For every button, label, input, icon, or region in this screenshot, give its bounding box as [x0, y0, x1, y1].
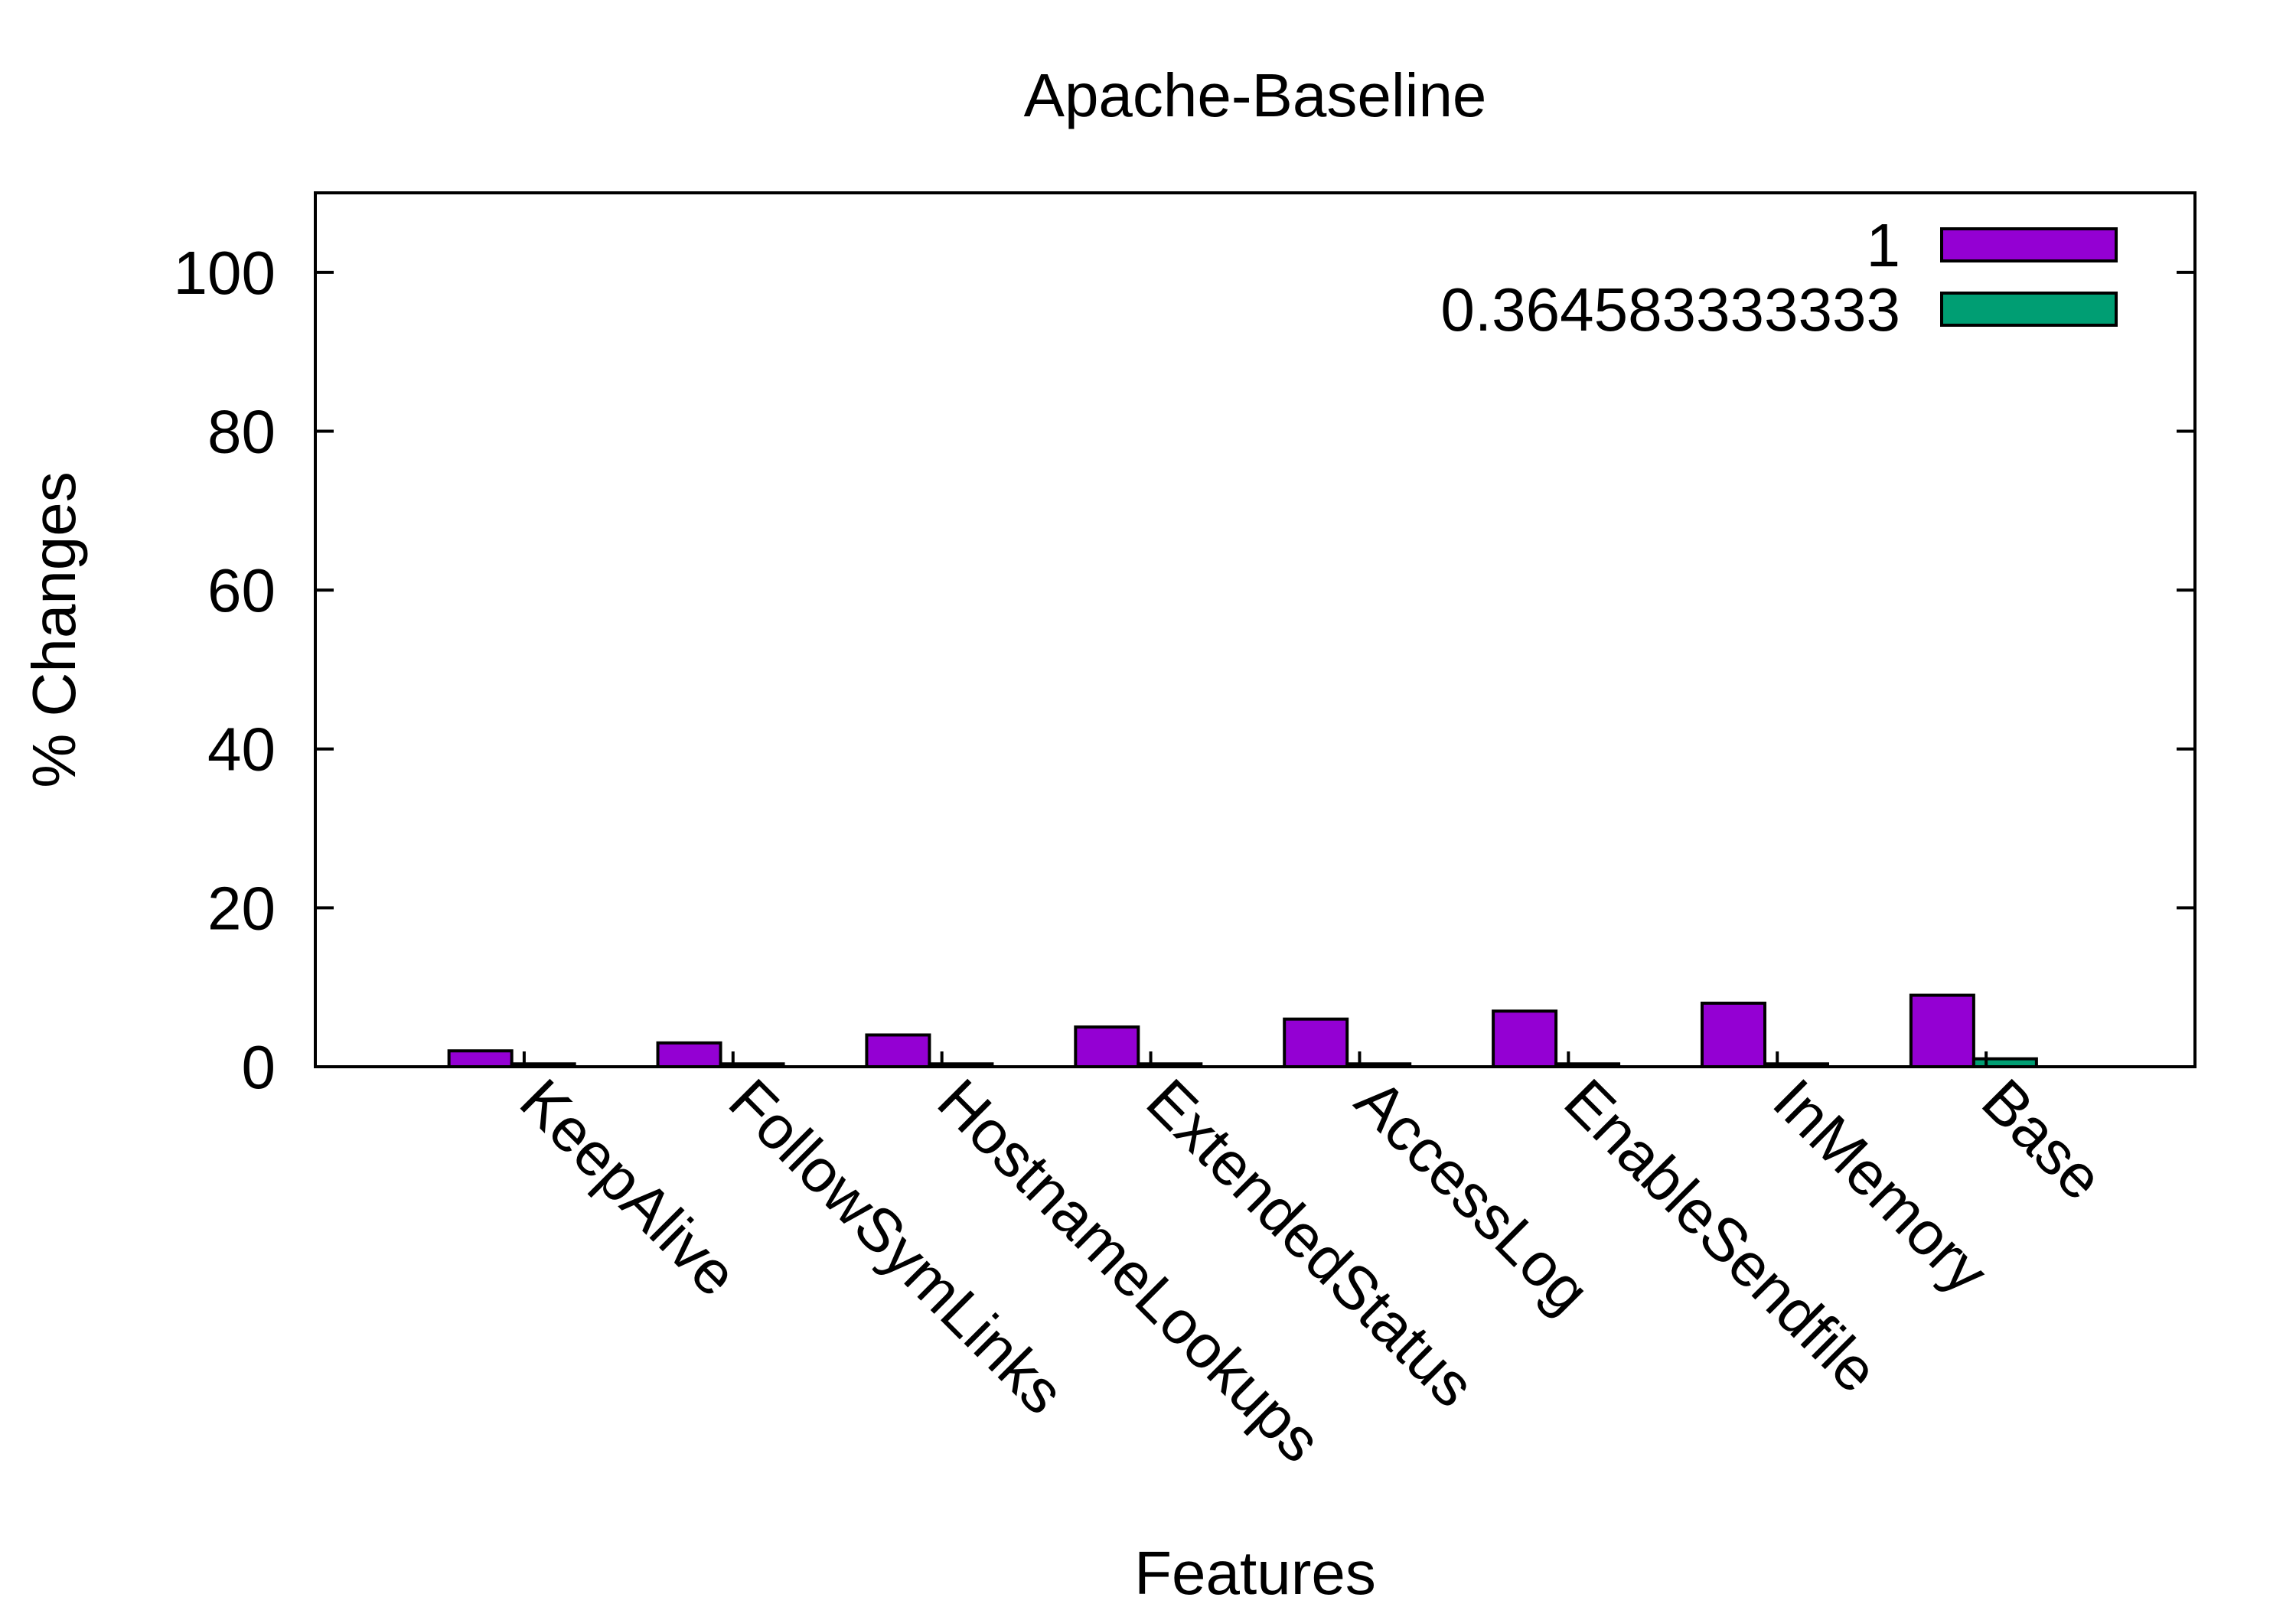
y-tick-label: 60 — [207, 556, 276, 624]
plot-frame — [314, 191, 2197, 1068]
legend-swatch-series-2 — [1940, 292, 2118, 327]
bar-base-series-2 — [1971, 1057, 2038, 1068]
bar-followsymlinks-series-2 — [719, 1062, 785, 1069]
bar-hostnamelookups-series-2 — [928, 1062, 994, 1069]
y-tick-label: 20 — [207, 874, 276, 942]
bar-inmemory-series-1 — [1700, 1001, 1766, 1068]
bar-accesslog-series-1 — [1283, 1017, 1349, 1069]
bar-keepalive-series-1 — [447, 1049, 514, 1068]
legend-swatch-series-1 — [1940, 227, 2118, 262]
bar-extendedstatus-series-1 — [1074, 1025, 1140, 1069]
y-axis-label: % Changes — [20, 471, 88, 788]
bar-followsymlinks-series-1 — [656, 1041, 722, 1068]
x-category-label: Base — [1969, 1066, 2116, 1213]
bars — [447, 993, 2038, 1069]
x-category-label: KeepAlive — [507, 1066, 751, 1309]
bar-hostnamelookups-series-1 — [865, 1033, 931, 1069]
bar-accesslog-series-2 — [1345, 1062, 1412, 1069]
bar-enablesendfile-series-1 — [1492, 1009, 1558, 1068]
x-category-label: HostnameLookups — [925, 1066, 1335, 1475]
legend-label-series-2: 0.364583333333 — [1440, 275, 1900, 344]
x-axis: KeepAliveFollowSymLinksHostnameLookupsEx… — [507, 1051, 2116, 1475]
x-axis-label: Features — [1134, 1539, 1376, 1607]
y-tick-label: 0 — [242, 1033, 276, 1101]
legend: 10.364583333333 — [1440, 211, 2118, 344]
y-axis: 0 20 40 60 80 100 — [174, 239, 2195, 1101]
legend-label-series-1: 1 — [1867, 211, 1901, 279]
y-tick-label: 40 — [207, 715, 276, 784]
bar-base-series-1 — [1909, 993, 1975, 1068]
chart-title: Apache-Baseline — [1024, 61, 1487, 129]
bar-keepalive-series-2 — [510, 1062, 576, 1069]
bar-enablesendfile-series-2 — [1554, 1062, 1621, 1069]
y-tick-label: 80 — [207, 397, 276, 465]
bar-extendedstatus-series-2 — [1137, 1062, 1203, 1069]
y-tick-label: 100 — [174, 239, 276, 307]
bar-inmemory-series-2 — [1763, 1062, 1829, 1069]
